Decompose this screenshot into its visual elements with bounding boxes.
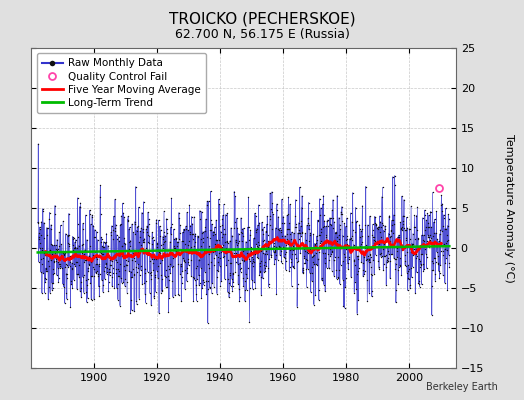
Legend: Raw Monthly Data, Quality Control Fail, Five Year Moving Average, Long-Term Tren: Raw Monthly Data, Quality Control Fail, …: [37, 53, 206, 113]
Text: TROICKO (PECHERSKOE): TROICKO (PECHERSKOE): [169, 12, 355, 27]
Text: Berkeley Earth: Berkeley Earth: [426, 382, 498, 392]
Text: 62.700 N, 56.175 E (Russia): 62.700 N, 56.175 E (Russia): [174, 28, 350, 41]
Y-axis label: Temperature Anomaly (°C): Temperature Anomaly (°C): [504, 134, 514, 282]
